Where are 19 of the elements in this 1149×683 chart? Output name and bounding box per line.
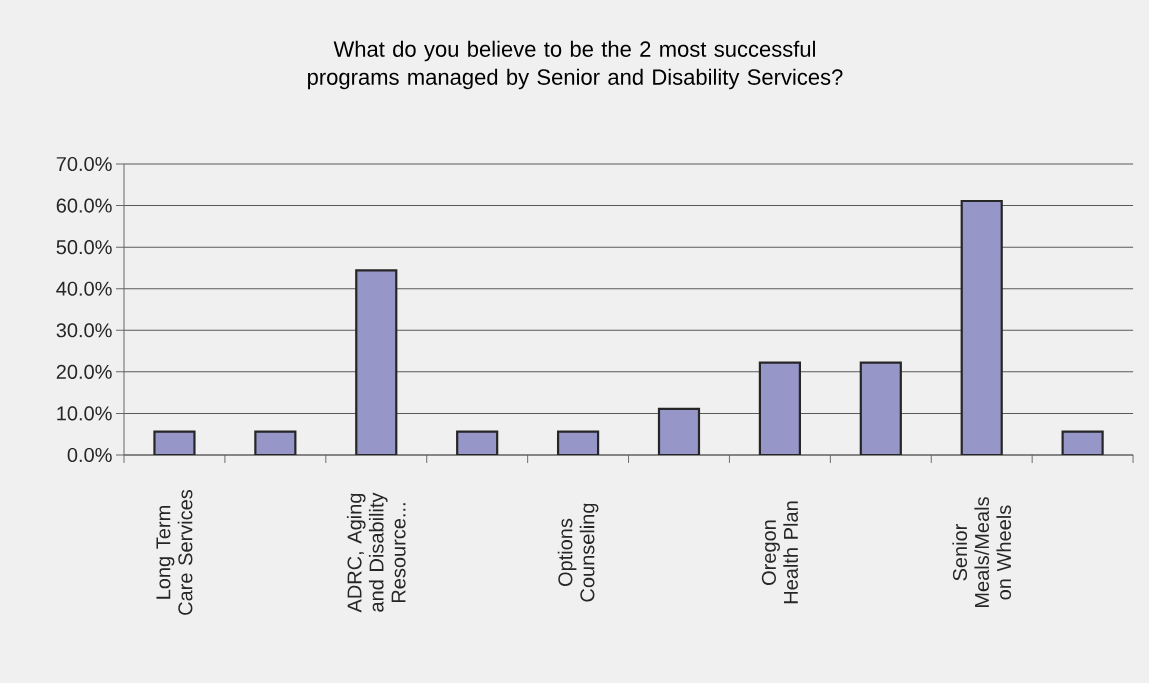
y-tick-label: 70.0%	[56, 156, 112, 172]
bar	[758, 361, 801, 455]
x-tick-label: Oregon Health Plan	[761, 501, 798, 604]
y-tick-label: 0.0%	[67, 447, 112, 463]
y-tick-label: 20.0%	[56, 364, 112, 379]
chart-title: What do you believe to be the 2 most successful programs managed by Senior and Disability Services?	[308, 40, 843, 90]
y-tick-label: 40.0%	[56, 281, 112, 296]
y-tick-label: 30.0%	[56, 323, 112, 338]
bar	[355, 269, 398, 455]
x-tick-label: Long Term Care Services	[156, 489, 193, 615]
bar	[960, 199, 1003, 455]
x-tick-label: ADRC, Aging and Disability Resource...	[346, 492, 406, 613]
y-tick-label: 10.0%	[57, 406, 112, 421]
x-tick-label: Senior Meals/Meals on Wheels	[952, 497, 1012, 608]
x-tick-label: Options Counseling	[557, 503, 599, 602]
bar	[657, 407, 701, 455]
y-tick-label: 60.0%	[56, 198, 112, 213]
bar	[859, 361, 902, 455]
y-tick-label: 50.0%	[56, 240, 112, 255]
